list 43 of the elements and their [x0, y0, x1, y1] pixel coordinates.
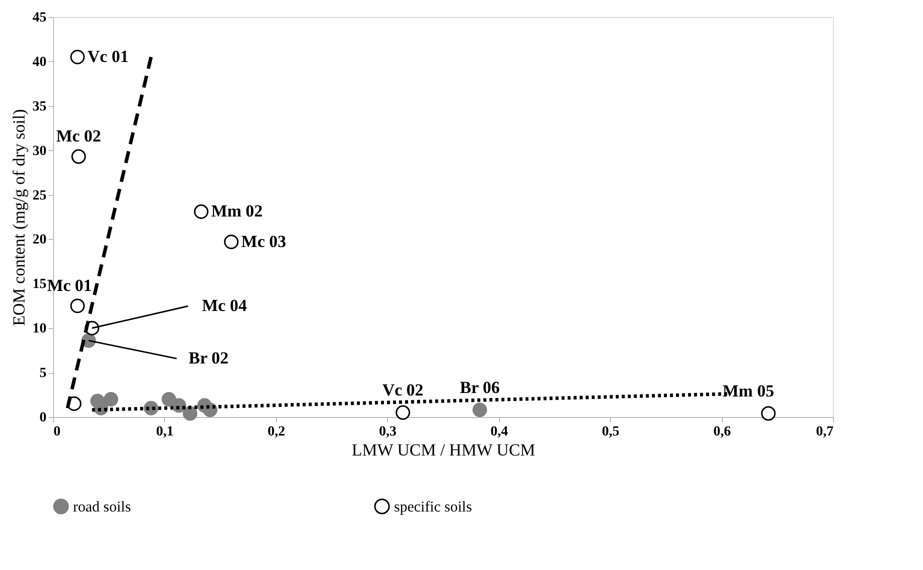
legend-label: road soils: [73, 499, 132, 516]
annotation: Mc 02: [56, 126, 102, 146]
x-axis-title: LMW UCM / HMW UCM: [352, 440, 536, 460]
y-axis-title: EOM content (mg/g of dry soil): [10, 109, 28, 326]
y-tick-label: 30: [32, 144, 46, 159]
annotation: Mc 01: [47, 276, 92, 295]
point: [70, 298, 85, 314]
y-tick-label: 20: [32, 232, 46, 248]
point: [104, 392, 118, 406]
annotation: Br 02: [188, 348, 228, 368]
x-tick-label: 0,3: [379, 424, 397, 440]
x-tick-label: 0,1: [156, 424, 174, 440]
x-tick-label: 0,6: [713, 424, 731, 440]
y-tick-label: 45: [32, 10, 46, 26]
y-tick-label: 15: [32, 277, 46, 292]
y-tick-label: 0: [40, 410, 46, 426]
x-tick-label: 0: [54, 424, 60, 440]
annotation: Mm 05: [722, 381, 774, 400]
annotation: Mm 02: [211, 202, 263, 221]
point: [472, 402, 488, 418]
point: [761, 406, 776, 421]
point: [162, 392, 176, 406]
annotation: Vc 01: [88, 47, 129, 66]
annotation: Mc 04: [202, 296, 248, 316]
point: [70, 50, 85, 64]
x-tick-label: 0,5: [602, 424, 620, 440]
y-tick-label: 40: [32, 54, 46, 70]
y-tick-label: 25: [32, 188, 46, 204]
y-tick-label: 10: [32, 322, 46, 337]
annotation: Mc 03: [241, 232, 286, 251]
annotation: Vc 02: [382, 380, 424, 400]
x-tick-label: 0,2: [268, 424, 286, 440]
x-tick-label: 0,7: [816, 424, 834, 440]
x-tick-label: 0,4: [490, 424, 508, 440]
point: [396, 405, 410, 420]
point: [182, 406, 198, 421]
legend-label: specific soils: [394, 499, 472, 516]
y-tick-label: 35: [32, 99, 46, 114]
point: [224, 234, 239, 250]
y-tick-label: 5: [40, 366, 46, 382]
point: [71, 149, 86, 164]
annotation: Br 06: [460, 378, 500, 397]
point: [194, 204, 208, 219]
